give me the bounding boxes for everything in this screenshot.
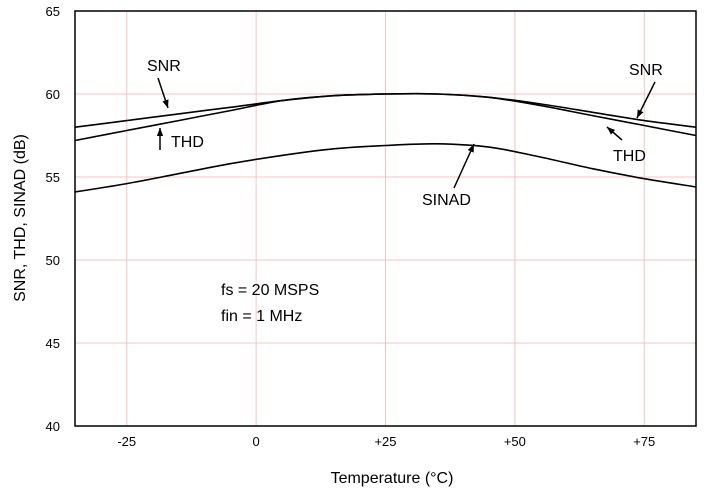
y-tick-label: 40: [46, 419, 60, 434]
snr-right-arrow: [636, 81, 656, 119]
y-tick-label: 50: [46, 253, 60, 268]
x-tick-label: 0: [253, 434, 260, 449]
y-tick-label: 65: [46, 4, 60, 19]
x-tick-label: +50: [504, 434, 526, 449]
note-sample-rate: fs = 20 MSPS: [221, 282, 319, 299]
y-tick-label: 60: [46, 87, 60, 102]
y-tick-label: 55: [46, 170, 60, 185]
thd-left-arrow: [156, 128, 164, 150]
x-axis-title: Temperature (°C): [331, 470, 454, 487]
sinad-arrow: [453, 143, 475, 189]
snr-left-arrow: [157, 77, 169, 109]
thd-label-right: THD: [613, 148, 646, 165]
annotation-arrows: [156, 77, 656, 189]
series-line-thd: [74, 92, 697, 142]
thd-label-left: THD: [171, 134, 204, 151]
snr-label-right: SNR: [629, 62, 663, 79]
x-tick-label: +25: [374, 434, 396, 449]
thd-right-arrow: [606, 126, 623, 141]
sinad-label: SINAD: [422, 192, 471, 209]
y-axis-title: SNR, THD, SINAD (dB): [12, 134, 29, 302]
x-tick-labels: -25 0 +25 +50 +75: [117, 434, 655, 449]
series-lines: [74, 92, 697, 193]
plot-frame: [74, 10, 697, 427]
note-input-freq: fin = 1 MHz: [221, 308, 302, 325]
y-tick-label: 45: [46, 336, 60, 351]
x-tick-label: +75: [633, 434, 655, 449]
snr-label-left: SNR: [147, 58, 181, 75]
x-tick-label: -25: [117, 434, 136, 449]
y-tick-labels: 40 45 50 55 60 65: [46, 4, 60, 434]
series-line-sinad: [74, 142, 697, 193]
